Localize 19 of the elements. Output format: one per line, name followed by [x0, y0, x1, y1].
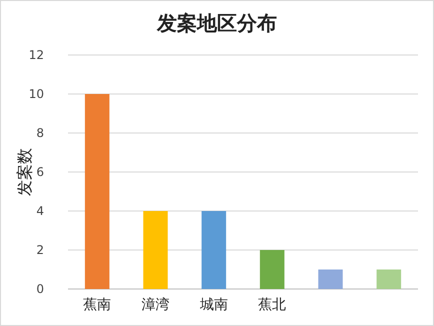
x-tick-label: 蕉南: [83, 297, 112, 313]
x-tick-label: 漳湾: [142, 297, 170, 313]
y-tick-label: 10: [28, 87, 44, 101]
bar: [84, 94, 110, 289]
y-tick-label: 6: [36, 165, 44, 179]
y-tick-label: 12: [28, 48, 44, 62]
y-tick-label: 2: [36, 243, 44, 257]
x-tick-label: 城南: [198, 297, 228, 313]
y-tick-label: 4: [36, 204, 44, 218]
bar: [260, 250, 284, 289]
y-axis-title: 发案数: [15, 148, 34, 196]
bar: [376, 270, 402, 289]
bar: [318, 270, 343, 289]
y-tick-label: 0: [36, 282, 44, 296]
bar: [143, 211, 168, 289]
chart-title: 发案地区分布: [156, 11, 277, 35]
bar: [202, 211, 226, 289]
y-tick-label: 8: [36, 126, 44, 140]
x-tick-label: 蕉北: [258, 297, 286, 313]
